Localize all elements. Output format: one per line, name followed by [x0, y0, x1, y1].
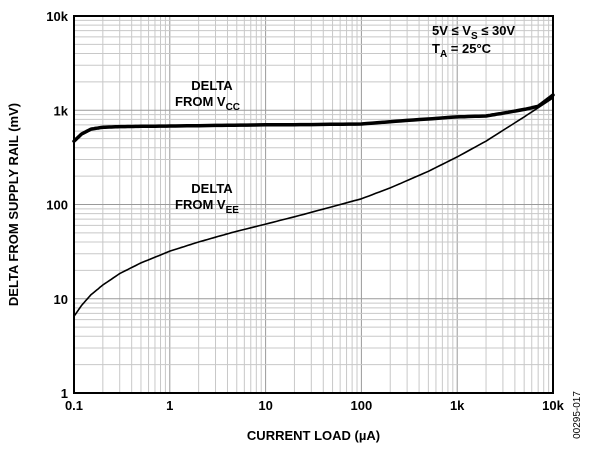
x-tick-label: 10	[258, 398, 272, 413]
x-tick-label: 100	[351, 398, 373, 413]
series-line-vee	[73, 97, 554, 318]
grid	[73, 16, 553, 394]
curves	[72, 93, 555, 318]
x-tick-label: 1k	[450, 398, 465, 413]
y-tick-label: 10k	[46, 9, 68, 24]
series-label-vcc-line1: DELTA	[191, 78, 233, 93]
series-label-vee-line1: DELTA	[191, 181, 233, 196]
x-tick-label: 1	[166, 398, 173, 413]
series-label-vee-line2: FROM VEE	[175, 197, 239, 216]
x-axis-label: CURRENT LOAD (µA)	[247, 428, 380, 443]
condition-vs: 5V ≤ VS ≤ 30V	[432, 23, 515, 42]
y-tick-label: 10	[54, 292, 68, 307]
plot-frame	[73, 15, 554, 394]
condition-ta: TA = 25°C	[432, 41, 492, 60]
figure-id: 00295-017	[572, 391, 583, 439]
y-tick-label: 1	[61, 386, 68, 401]
x-tick-label: 10k	[542, 398, 564, 413]
series-label-vcc-line2: FROM VCC	[175, 94, 240, 113]
series-line-vcc	[72, 93, 555, 143]
x-tick-label: 0.1	[65, 398, 83, 413]
y-tick-label: 1k	[54, 103, 69, 118]
y-tick-label: 100	[46, 198, 68, 213]
y-axis-label: DELTA FROM SUPPLY RAIL (mV)	[6, 103, 21, 306]
